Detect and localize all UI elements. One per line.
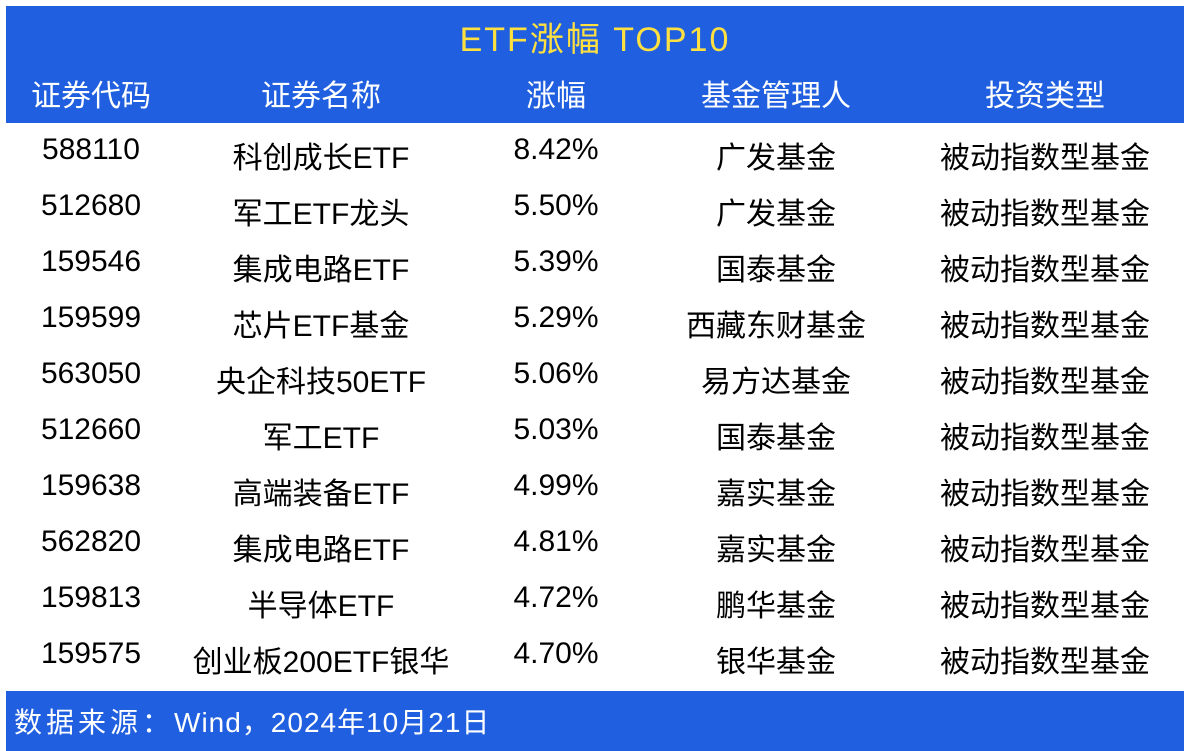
cell-code: 159599 — [6, 301, 176, 345]
header-name: 证券名称 — [176, 71, 466, 115]
cell-code: 159638 — [6, 469, 176, 513]
cell-name: 军工ETF — [176, 413, 466, 457]
cell-mgr: 西藏东财基金 — [646, 301, 906, 345]
cell-type: 被动指数型基金 — [906, 301, 1184, 345]
cell-name: 集成电路ETF — [176, 245, 466, 289]
header-type: 投资类型 — [906, 71, 1184, 115]
cell-type: 被动指数型基金 — [906, 189, 1184, 233]
cell-pct: 5.03% — [466, 413, 646, 457]
cell-code: 159813 — [6, 581, 176, 625]
cell-type: 被动指数型基金 — [906, 637, 1184, 681]
cell-type: 被动指数型基金 — [906, 525, 1184, 569]
table-row: 159546集成电路ETF5.39%国泰基金被动指数型基金 — [6, 239, 1184, 295]
cell-code: 563050 — [6, 357, 176, 401]
cell-pct: 4.72% — [466, 581, 646, 625]
data-source: 数据来源：Wind，2024年10月21日 — [6, 691, 1184, 751]
header-pct: 涨幅 — [466, 71, 646, 115]
table-row: 563050央企科技50ETF5.06%易方达基金被动指数型基金 — [6, 351, 1184, 407]
table-body: 588110科创成长ETF8.42%广发基金被动指数型基金512680军工ETF… — [6, 123, 1184, 691]
cell-code: 159546 — [6, 245, 176, 289]
cell-type: 被动指数型基金 — [906, 581, 1184, 625]
cell-name: 央企科技50ETF — [176, 357, 466, 401]
cell-type: 被动指数型基金 — [906, 413, 1184, 457]
table-row: 512680军工ETF龙头5.50%广发基金被动指数型基金 — [6, 183, 1184, 239]
header-mgr: 基金管理人 — [646, 71, 906, 115]
cell-mgr: 易方达基金 — [646, 357, 906, 401]
table-row: 159638高端装备ETF4.99%嘉实基金被动指数型基金 — [6, 463, 1184, 519]
cell-pct: 4.70% — [466, 637, 646, 681]
cell-mgr: 鹏华基金 — [646, 581, 906, 625]
cell-type: 被动指数型基金 — [906, 357, 1184, 401]
cell-mgr: 银华基金 — [646, 637, 906, 681]
cell-type: 被动指数型基金 — [906, 133, 1184, 177]
table-header-row: 证券代码 证券名称 涨幅 基金管理人 投资类型 — [6, 67, 1184, 123]
cell-mgr: 国泰基金 — [646, 245, 906, 289]
header-code: 证券代码 — [6, 71, 176, 115]
table-row: 562820集成电路ETF4.81%嘉实基金被动指数型基金 — [6, 519, 1184, 575]
cell-type: 被动指数型基金 — [906, 469, 1184, 513]
cell-name: 科创成长ETF — [176, 133, 466, 177]
cell-code: 562820 — [6, 525, 176, 569]
table-row: 159599芯片ETF基金5.29%西藏东财基金被动指数型基金 — [6, 295, 1184, 351]
cell-type: 被动指数型基金 — [906, 245, 1184, 289]
cell-mgr: 嘉实基金 — [646, 525, 906, 569]
cell-pct: 4.81% — [466, 525, 646, 569]
cell-pct: 5.50% — [466, 189, 646, 233]
table-row: 512660军工ETF5.03%国泰基金被动指数型基金 — [6, 407, 1184, 463]
table-row: 159813半导体ETF4.72%鹏华基金被动指数型基金 — [6, 575, 1184, 631]
cell-pct: 5.29% — [466, 301, 646, 345]
cell-code: 588110 — [6, 133, 176, 177]
cell-name: 半导体ETF — [176, 581, 466, 625]
cell-pct: 4.99% — [466, 469, 646, 513]
footer-label: 数据来源： — [14, 707, 174, 738]
cell-pct: 5.06% — [466, 357, 646, 401]
cell-name: 创业板200ETF银华 — [176, 637, 466, 681]
cell-pct: 8.42% — [466, 133, 646, 177]
cell-code: 512680 — [6, 189, 176, 233]
cell-mgr: 广发基金 — [646, 133, 906, 177]
etf-table: ETF涨幅 TOP10 证券代码 证券名称 涨幅 基金管理人 投资类型 5881… — [6, 6, 1184, 678]
cell-mgr: 国泰基金 — [646, 413, 906, 457]
cell-code: 159575 — [6, 637, 176, 681]
table-row: 588110科创成长ETF8.42%广发基金被动指数型基金 — [6, 127, 1184, 183]
cell-name: 芯片ETF基金 — [176, 301, 466, 345]
table-title: ETF涨幅 TOP10 — [6, 6, 1184, 67]
cell-pct: 5.39% — [466, 245, 646, 289]
cell-name: 军工ETF龙头 — [176, 189, 466, 233]
cell-code: 512660 — [6, 413, 176, 457]
table-row: 159575创业板200ETF银华4.70%银华基金被动指数型基金 — [6, 631, 1184, 687]
cell-name: 高端装备ETF — [176, 469, 466, 513]
cell-mgr: 广发基金 — [646, 189, 906, 233]
cell-name: 集成电路ETF — [176, 525, 466, 569]
footer-value: Wind，2024年10月21日 — [174, 707, 490, 738]
cell-mgr: 嘉实基金 — [646, 469, 906, 513]
